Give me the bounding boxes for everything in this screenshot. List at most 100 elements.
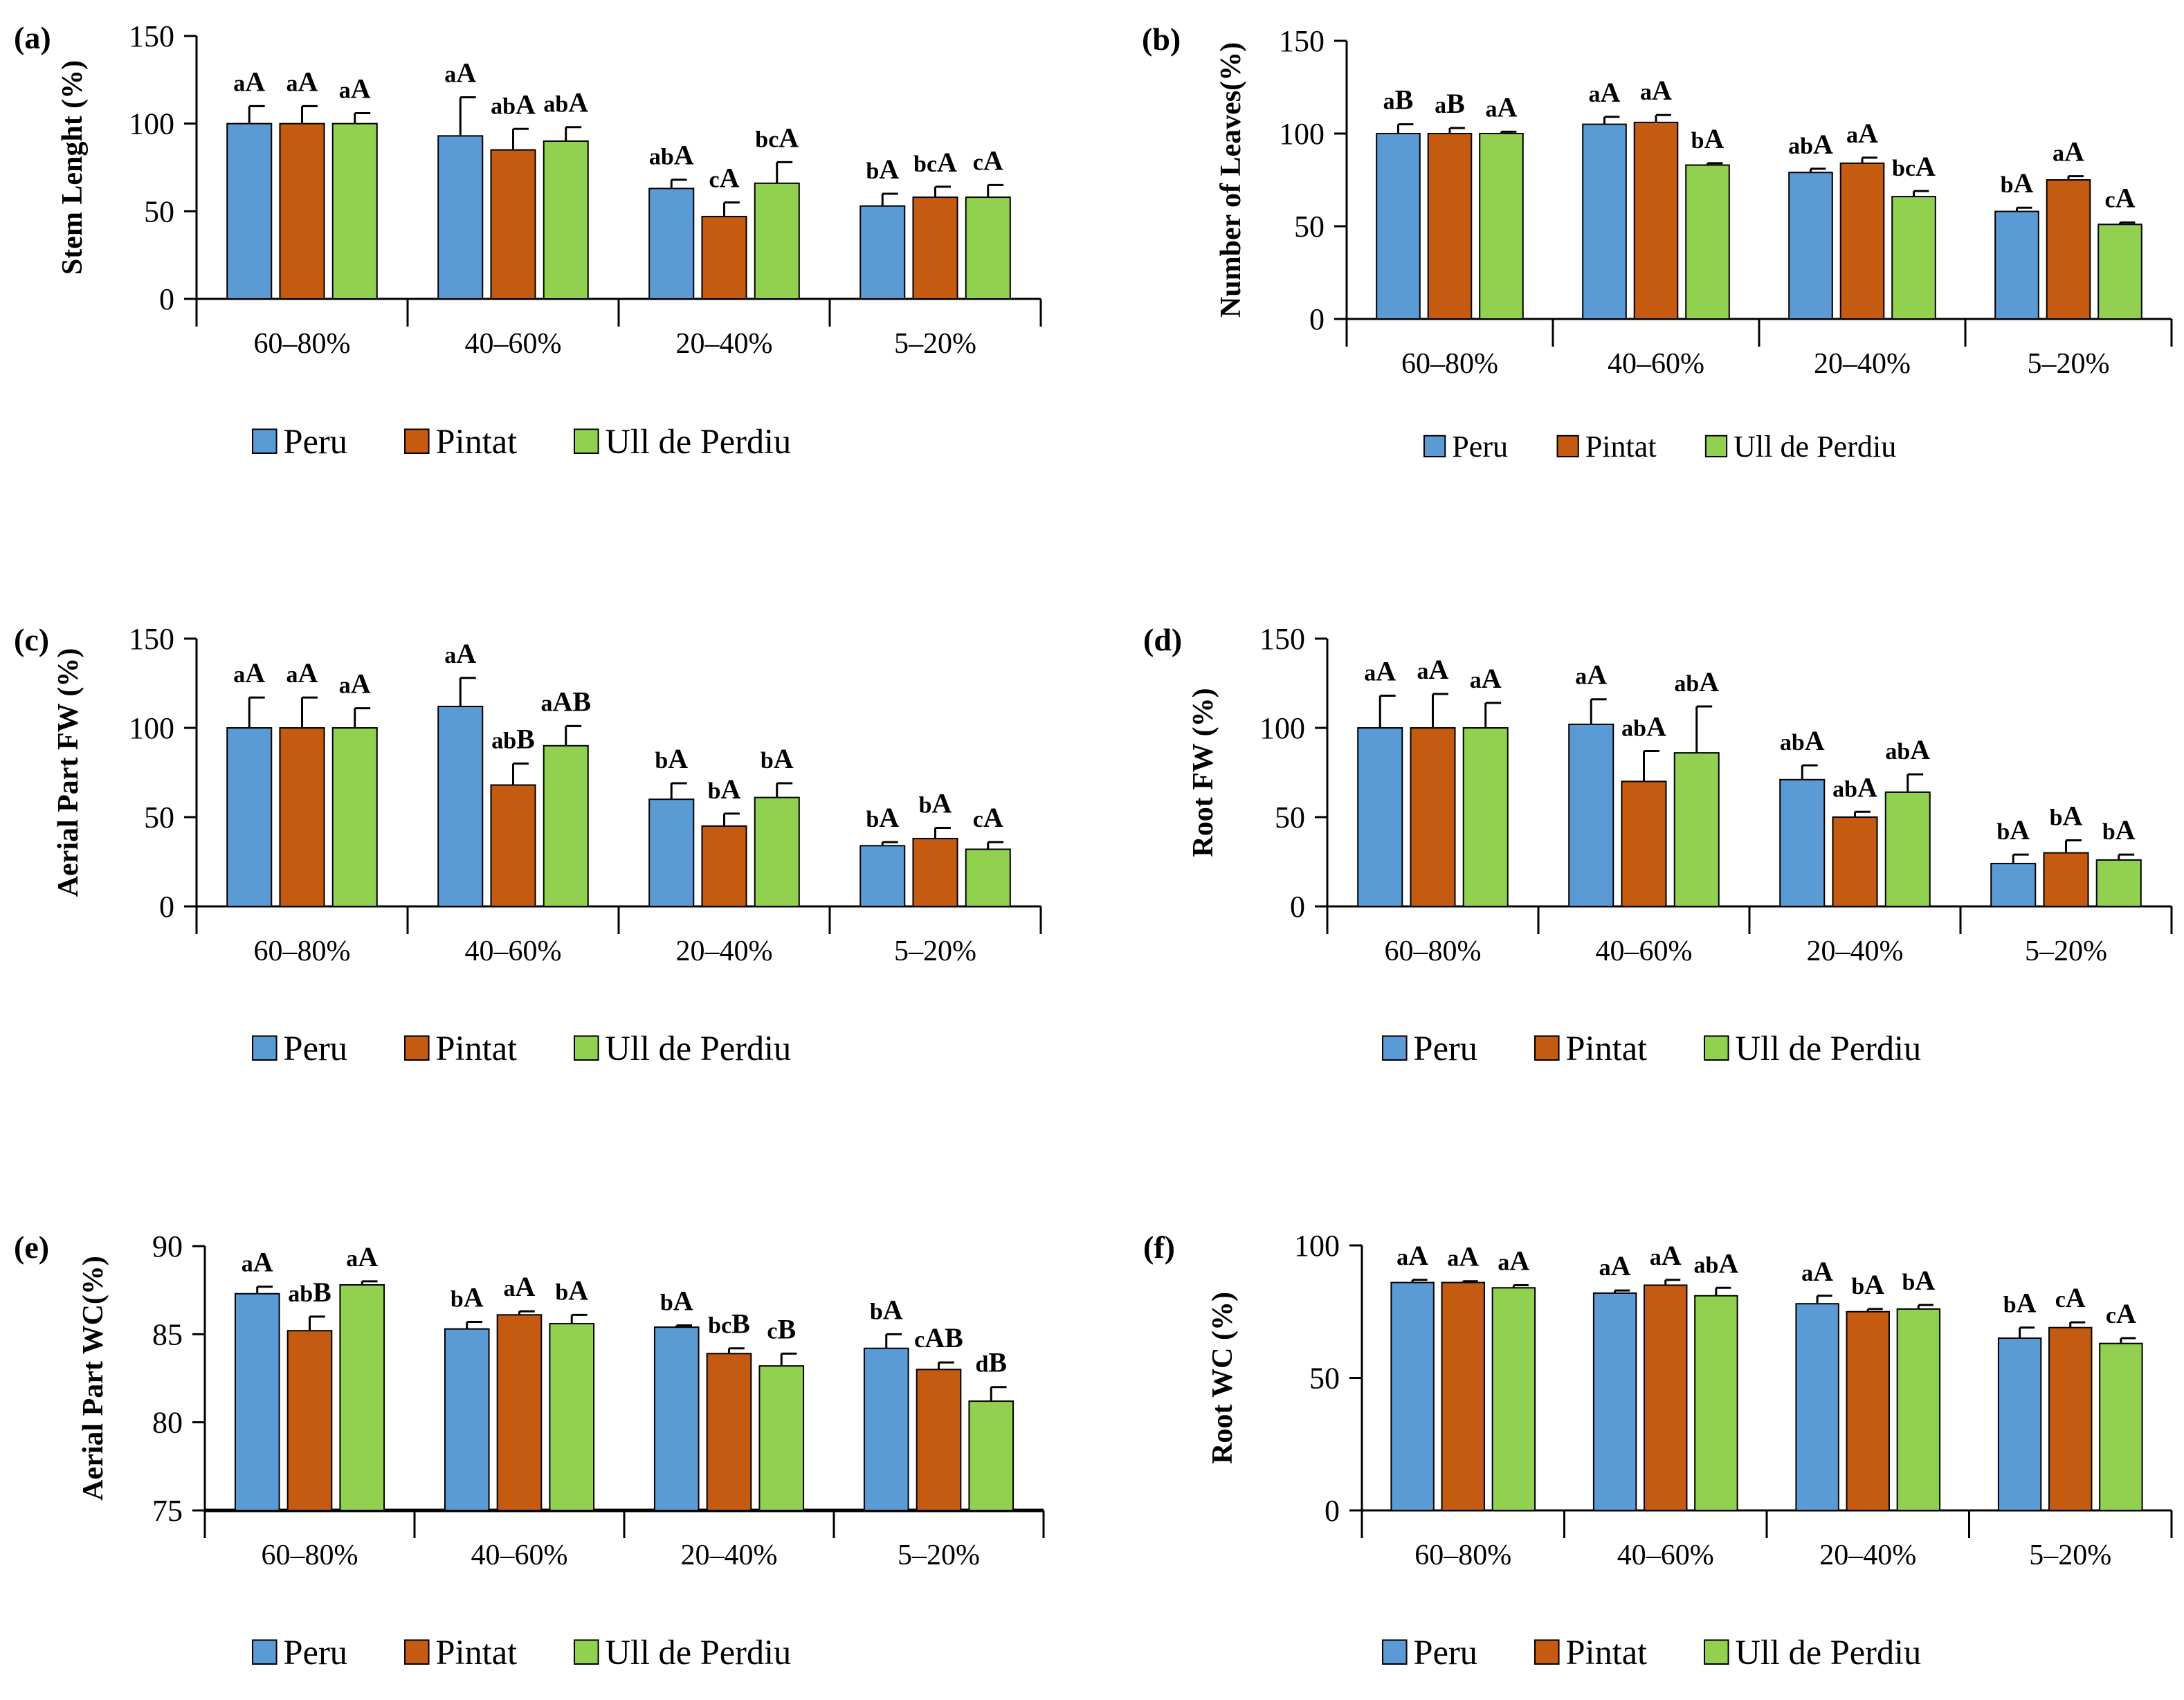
data-label: bA bbox=[870, 1294, 903, 1325]
data-label: abA bbox=[1832, 771, 1877, 803]
data-label: aA bbox=[339, 73, 371, 104]
bar-pintat bbox=[1839, 162, 1885, 320]
bar-peru bbox=[1376, 133, 1421, 320]
data-label: abA bbox=[1693, 1247, 1738, 1279]
data-label: aA bbox=[1364, 656, 1396, 687]
y-tick-label: 75 bbox=[152, 1494, 183, 1528]
x-tick-label: 60–80% bbox=[1414, 1539, 1511, 1571]
data-label: bA bbox=[1691, 123, 1725, 154]
data-label: bA bbox=[2102, 814, 2136, 846]
x-tick-label: 5–20% bbox=[2025, 935, 2107, 967]
legend-swatch bbox=[1423, 435, 1446, 458]
data-label: abB bbox=[491, 724, 535, 755]
data-label: aA bbox=[1640, 75, 1672, 106]
panel-label: (d) bbox=[1143, 622, 1182, 657]
data-label: abA bbox=[491, 89, 536, 120]
y-axis-title: Root WC (%) bbox=[1207, 1292, 1239, 1464]
bar-peru bbox=[437, 135, 484, 300]
x-tick-label: 60–80% bbox=[254, 328, 351, 360]
y-tick-label: 0 bbox=[1290, 890, 1305, 924]
data-label: cB bbox=[767, 1313, 796, 1344]
legend-swatch bbox=[404, 1639, 430, 1665]
bar-pintat bbox=[701, 825, 747, 908]
bar-peru bbox=[1357, 727, 1403, 907]
data-label: aA bbox=[1589, 77, 1621, 108]
bar-pintat bbox=[279, 727, 325, 907]
panel-label: (f) bbox=[1143, 1230, 1175, 1265]
x-tick-label: 60–80% bbox=[262, 1539, 358, 1571]
bar-pintat bbox=[490, 784, 536, 908]
data-label: aA bbox=[286, 657, 318, 688]
bar-peru bbox=[1788, 172, 1833, 320]
bar-ull-de-perdiu bbox=[968, 1400, 1014, 1512]
data-label: aA bbox=[1396, 1240, 1428, 1271]
chart-panel-5: (e) 75 80 85 90 Aerial Part WC(%) 60–80% 40–60%… bbox=[14, 1230, 1045, 1672]
data-label: aA bbox=[1846, 118, 1878, 149]
data-label: aA bbox=[1417, 654, 1449, 685]
data-label: bA bbox=[660, 1286, 693, 1317]
data-label: bA bbox=[761, 743, 794, 774]
y-tick-label: 50 bbox=[1294, 210, 1325, 244]
bar-ull-de-perdiu bbox=[2097, 223, 2142, 320]
legend-label: Peru bbox=[284, 422, 347, 461]
bar-pintat bbox=[912, 837, 958, 907]
chart-panel-1: (a) 0 50 100 150 Stem Lenght (%) 60–80% 40–60% 2… bbox=[14, 19, 1042, 461]
legend-label: Ull de Perdiu bbox=[1733, 430, 1896, 464]
x-tick-label: 60–80% bbox=[1385, 935, 1482, 967]
legend-label: Peru bbox=[1452, 430, 1508, 464]
data-label: abB bbox=[288, 1277, 331, 1308]
y-tick-label: 90 bbox=[152, 1230, 183, 1263]
data-label: bcA bbox=[755, 122, 799, 153]
bar-ull-de-perdiu bbox=[543, 744, 589, 908]
data-label: aA bbox=[1599, 1250, 1631, 1281]
x-tick-label: 20–40% bbox=[676, 935, 773, 967]
x-tick-label: 5–20% bbox=[2029, 1539, 2111, 1571]
chart-panel-3: (c) 0 50 100 150 Aerial Part FW (%) 60–80% 40–6… bbox=[14, 622, 1042, 1068]
legend: Peru Pintat Ull de Perdiu bbox=[252, 422, 791, 461]
bar-peru bbox=[234, 1292, 280, 1511]
bar-peru bbox=[1990, 863, 2037, 907]
y-axis-title: Aerial Part FW (%) bbox=[53, 648, 84, 897]
data-label: aA bbox=[1650, 1240, 1682, 1271]
bar-pintat bbox=[2048, 1326, 2093, 1511]
bar-peru bbox=[226, 727, 273, 907]
y-tick-label: 0 bbox=[159, 890, 174, 924]
bar-peru bbox=[444, 1328, 490, 1512]
legend-swatch bbox=[1534, 1035, 1560, 1061]
legend-swatch bbox=[252, 428, 277, 455]
bar-pintat bbox=[2043, 852, 2089, 907]
bar-peru bbox=[1779, 778, 1826, 907]
data-label: bcA bbox=[913, 147, 957, 178]
panel-label: (c) bbox=[14, 622, 49, 657]
bar-ull-de-perdiu bbox=[2099, 1342, 2143, 1511]
legend-label: Pintat bbox=[1566, 1633, 1648, 1672]
x-tick-label: 5–20% bbox=[894, 328, 976, 360]
bar-ull-de-perdiu bbox=[1891, 196, 1936, 320]
legend-label: Pintat bbox=[1585, 430, 1657, 464]
data-label: abA bbox=[1788, 129, 1833, 160]
bar-pintat bbox=[1427, 133, 1473, 320]
data-label: bA bbox=[655, 743, 688, 774]
data-label: abA bbox=[1780, 725, 1825, 756]
legend-label: Pintat bbox=[1566, 1029, 1648, 1068]
data-label: bA bbox=[2001, 167, 2034, 199]
legend: Peru Pintat Ull de Perdiu bbox=[1382, 1029, 1921, 1068]
legend-label: Pintat bbox=[436, 422, 518, 461]
bar-ull-de-perdiu bbox=[331, 727, 378, 907]
bar-peru bbox=[1997, 1337, 2042, 1512]
bar-ull-de-perdiu bbox=[1896, 1308, 1941, 1512]
bar-peru bbox=[648, 188, 695, 300]
data-label: cA bbox=[973, 145, 1003, 176]
data-label: aA bbox=[1447, 1241, 1479, 1272]
data-label: aA bbox=[1486, 91, 1518, 122]
bar-pintat bbox=[1621, 780, 1667, 908]
bar-pintat bbox=[701, 215, 747, 300]
bar-peru bbox=[1592, 1292, 1637, 1511]
y-tick-label: 100 bbox=[1294, 1229, 1340, 1263]
bar-peru bbox=[653, 1326, 700, 1511]
legend-label: Peru bbox=[284, 1633, 347, 1672]
legend-swatch bbox=[404, 1035, 430, 1061]
bar-peru bbox=[226, 122, 273, 300]
bar-ull-de-perdiu bbox=[1694, 1295, 1738, 1512]
x-tick-label: 20–40% bbox=[676, 328, 773, 360]
